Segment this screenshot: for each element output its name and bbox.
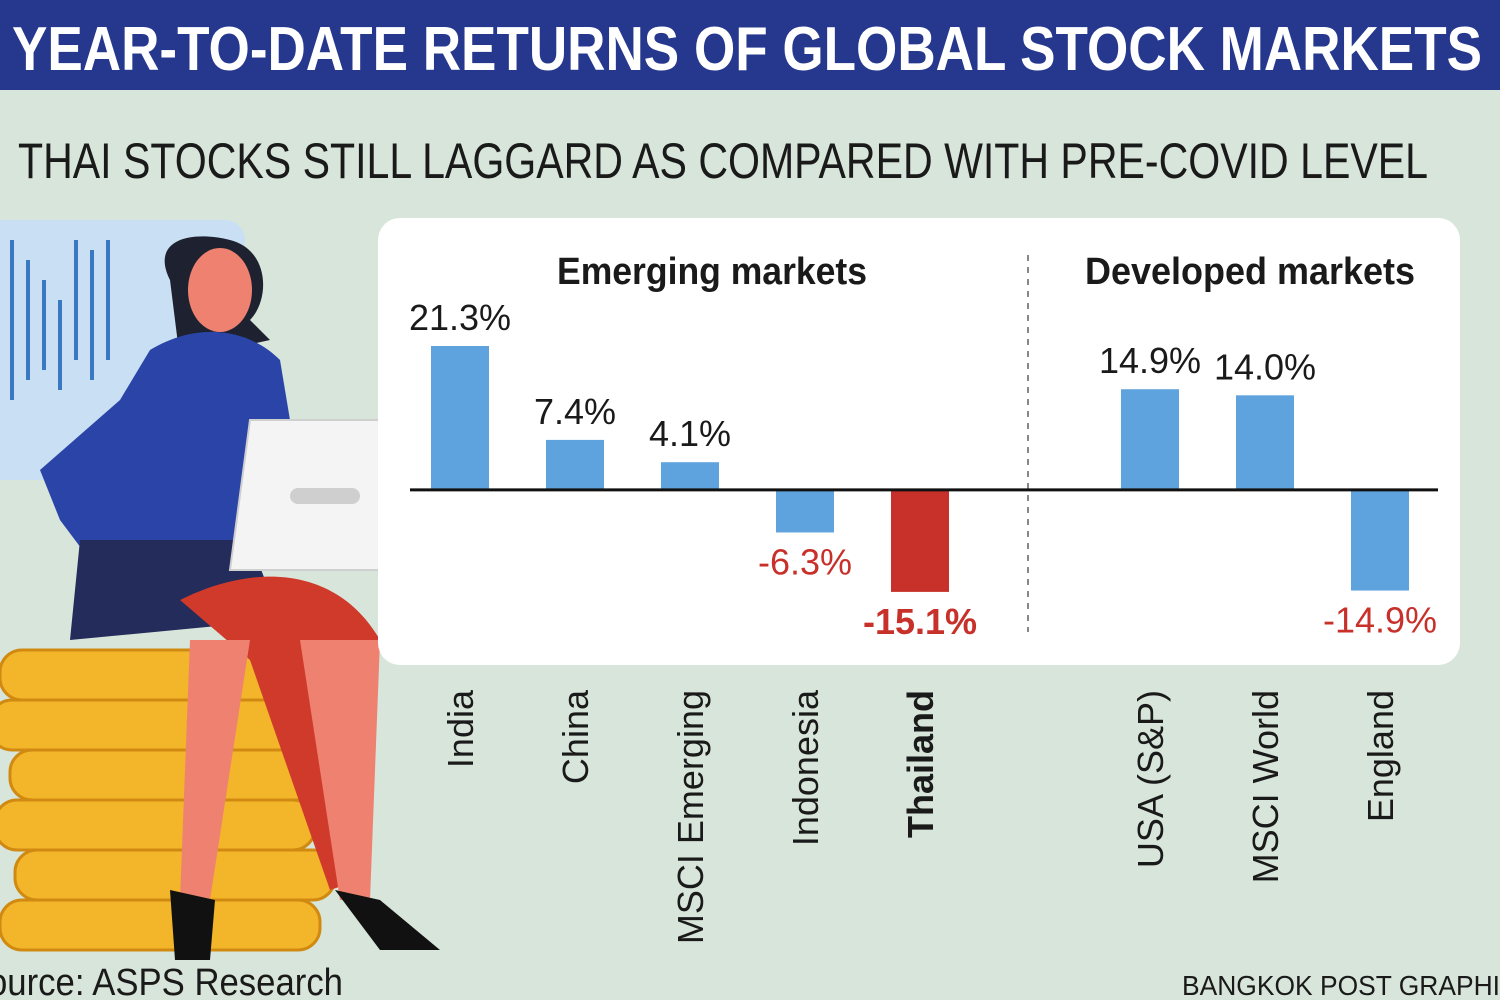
chart-panel	[378, 218, 1460, 665]
source: ource: ASPS Research	[0, 962, 343, 1000]
bar	[1351, 489, 1409, 591]
bar	[431, 345, 489, 490]
group-title: Emerging markets	[557, 251, 867, 293]
x-tick-label: USA (S&P)	[1130, 690, 1171, 868]
bar	[891, 489, 949, 592]
bar	[1236, 395, 1294, 490]
value-label: 14.0%	[1214, 346, 1316, 387]
bar	[1121, 389, 1179, 490]
bar	[661, 462, 719, 490]
bar	[776, 489, 834, 533]
x-tick-label: Indonesia	[785, 689, 826, 846]
chart-title: YEAR-TO-DATE RETURNS OF GLOBAL STOCK MAR…	[12, 15, 1482, 84]
x-tick-label: England	[1360, 690, 1401, 822]
credit: BANGKOK POST GRAPHI	[1182, 970, 1500, 1000]
x-tick-label: MSCI Emerging	[670, 690, 711, 944]
value-label: 21.3%	[409, 297, 511, 338]
value-label: -6.3%	[758, 541, 852, 582]
value-label: 7.4%	[534, 391, 616, 432]
chart-subtitle: THAI STOCKS STILL LAGGARD AS COMPARED WI…	[18, 133, 1428, 189]
value-label: -14.9%	[1323, 600, 1437, 641]
x-tick-label: MSCI World	[1245, 690, 1286, 883]
plot: Emerging markets 21.3% India 7.4% China 4.1% M…	[409, 251, 1438, 944]
title-band	[0, 0, 1500, 90]
value-label: 14.9%	[1099, 340, 1201, 381]
value-label: -15.1%	[863, 601, 977, 642]
x-tick-label: Thailand	[900, 690, 941, 838]
x-tick-label: China	[555, 689, 596, 784]
value-label: 4.1%	[649, 413, 731, 454]
bar	[546, 439, 604, 490]
illustration	[0, 220, 440, 960]
x-tick-label: India	[440, 689, 481, 768]
group-title: Developed markets	[1085, 251, 1415, 293]
